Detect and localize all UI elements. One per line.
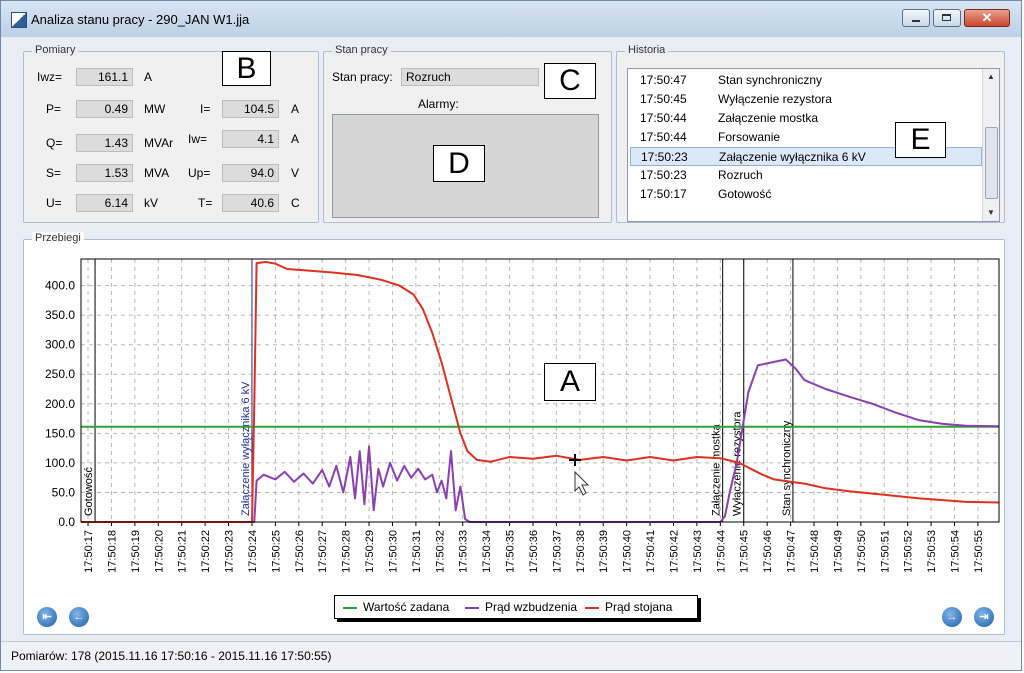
annotation-b: B [222,51,271,86]
measure-label-iw: Iw= [188,132,208,146]
annotation-e: E [895,122,946,158]
measure-unit-up: V [291,166,300,180]
measure-unit-iw: A [291,132,300,146]
next-icon[interactable]: → [942,607,962,627]
annotation-c: C [544,63,596,99]
title-bar[interactable]: Analiza stanu pracy - 290_JAN W1.jja ✕ [1,1,1021,37]
measure-value-iw: 4.1 [222,130,279,148]
legend-item-excitation: Prąd wzbudzenia [465,600,577,614]
measure-unit-s: MVA [144,166,170,180]
measure-label-iwz: Iwz= [37,70,63,84]
history-item[interactable]: 17:50:44 Forsowanie [640,130,781,144]
skip-last-icon[interactable]: ⇥ [974,607,994,627]
history-item[interactable]: 17:50:17 Gotowość [640,187,772,201]
measure-label-u: U= [46,196,62,210]
measure-label-p: P= [46,102,62,116]
minimize-icon [912,20,920,22]
window-title: Analiza stanu pracy - 290_JAN W1.jja [31,12,250,27]
measure-value-i: 104.5 [222,100,279,118]
measure-value-t: 40.6 [222,194,279,212]
maximize-button[interactable] [933,9,961,27]
measure-unit-i: A [291,102,300,116]
measure-unit-u: kV [144,196,159,210]
measurements-title: Pomiary [32,44,79,56]
history-item[interactable]: 17:50:44 Załączenie mostka [640,111,819,125]
measure-value-u: 6.14 [76,194,133,212]
legend-item-stator: Prąd stojana [585,600,672,614]
measure-unit-iwz: A [144,70,153,84]
prev-icon[interactable]: ← [69,607,89,627]
chart-legend: Wartość zadana Prąd wzbudzenia Prąd stoj… [334,595,698,619]
annotation-a: A [544,363,596,401]
legend-item-setpoint: Wartość zadana [343,600,449,614]
legend-swatch [343,606,357,609]
measure-unit-t: C [291,196,300,210]
measure-label-q: Q= [46,136,63,150]
scroll-up-icon[interactable]: ▲ [987,72,995,81]
measure-value-p: 0.49 [76,100,133,118]
close-icon: ✕ [981,10,993,25]
history-list[interactable]: 17:50:47 Stan synchroniczny 17:50:45 Wyłąc… [627,68,1000,222]
history-item-selected[interactable]: 17:50:23 Załączenie wyłącznika 6 kV [630,147,982,166]
measurements-group: Pomiary Iwz= 161.1 A P= 0.49 MW Q= 1.43 … [23,44,319,223]
maximize-icon [942,14,951,21]
measure-label-i: I= [200,102,211,116]
measure-value-q: 1.43 [76,134,133,152]
history-group: Historia 17:50:47 Stan synchroniczny 17:5… [616,44,1005,223]
measure-unit-q: MVAr [144,136,174,150]
legend-swatch [585,606,599,609]
state-value: Rozruch [401,68,539,86]
scroll-thumb[interactable] [985,127,998,199]
waveforms-title: Przebiegi [32,232,84,244]
history-item[interactable]: 17:50:45 Wyłączenie rezystora [640,92,832,106]
status-text: Pomiarów: 178 (2015.11.16 17:50:16 - 201… [11,649,332,663]
measure-value-up: 94.0 [222,164,279,182]
measure-value-iwz: 161.1 [76,68,133,86]
measure-label-up: Up= [188,166,211,180]
measure-label-t: T= [198,196,213,210]
history-item[interactable]: 17:50:23 Rozruch [640,168,763,182]
status-bar: Pomiarów: 178 (2015.11.16 17:50:16 - 201… [1,641,1021,670]
annotation-d: D [433,145,485,182]
history-item[interactable]: 17:50:47 Stan synchroniczny [640,73,823,87]
scroll-down-icon[interactable]: ▼ [987,208,995,217]
waveforms-group: Przebiegi [23,232,1005,635]
measure-unit-p: MW [144,102,166,116]
close-button[interactable]: ✕ [964,9,1010,27]
measure-value-s: 1.53 [76,164,133,182]
skip-first-icon[interactable]: ⇤ [37,607,57,627]
alarms-label: Alarmy: [418,97,459,111]
app-icon [11,12,27,28]
state-title: Stan pracy [332,44,391,56]
history-title: Historia [625,44,669,56]
state-label: Stan pracy: [332,70,393,84]
legend-swatch [465,606,479,609]
history-scrollbar[interactable]: ▲ ▼ [982,69,999,221]
measure-label-s: S= [46,166,62,180]
minimize-button[interactable] [902,9,930,27]
